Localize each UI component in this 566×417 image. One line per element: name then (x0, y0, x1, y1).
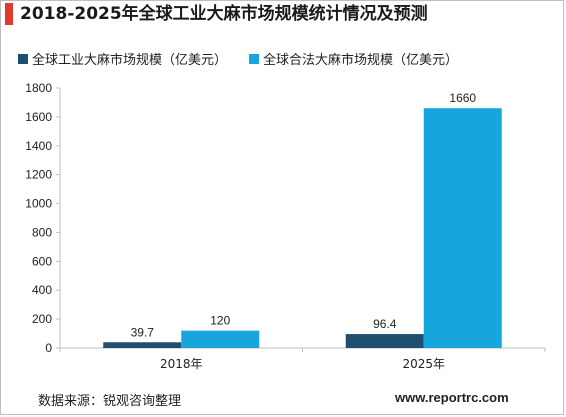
legend-label-industrial-hemp: 全球工业大麻市场规模（亿美元） (32, 53, 228, 68)
legend-swatch-legal-cannabis (249, 53, 259, 64)
y-tick-label-4: 800 (32, 225, 52, 239)
x-tick-label-1: 2025年 (402, 357, 445, 371)
y-tick-label-0: 0 (45, 341, 52, 355)
y-tick-label-8: 1600 (25, 110, 52, 124)
website-url: www.reportrc.com (395, 390, 509, 405)
legend-label-legal-cannabis: 全球合法大麻市场规模（亿美元） (263, 53, 459, 68)
y-tick-label-3: 600 (32, 254, 52, 268)
x-tick-label-0: 2018年 (160, 357, 203, 371)
y-tick-label-5: 1000 (25, 197, 52, 211)
bar-series1-0 (181, 330, 260, 348)
y-tick-label-6: 1200 (25, 168, 52, 182)
title-accent-bar (5, 3, 13, 25)
bar-series0-0 (103, 342, 182, 348)
y-tick-label-7: 1400 (25, 139, 52, 153)
legend-item-industrial-hemp: 全球工业大麻市场规模（亿美元） (18, 49, 227, 68)
data-label-series0-0: 39.7 (131, 325, 155, 339)
y-tick-label-2: 400 (32, 283, 52, 297)
data-label-series0-1: 96.4 (373, 317, 397, 331)
data-label-series1-1: 1660 (449, 91, 476, 105)
data-label-series1-0: 120 (210, 314, 230, 328)
data-source: 数据来源：锐观咨询整理 (38, 394, 182, 409)
legend-item-legal-cannabis: 全球合法大麻市场规模（亿美元） (249, 49, 458, 68)
legend-swatch-industrial-hemp (18, 53, 28, 64)
bar-series0-1 (345, 334, 424, 348)
y-tick-label-1: 200 (32, 312, 52, 326)
bar-series1-1 (423, 108, 502, 348)
legend: 全球工业大麻市场规模（亿美元） 全球合法大麻市场规模（亿美元） (0, 49, 566, 69)
y-tick-label-9: 1800 (25, 81, 52, 95)
chart-title: 2018-2025年全球工业大麻市场规模统计情况及预测 (20, 4, 428, 24)
